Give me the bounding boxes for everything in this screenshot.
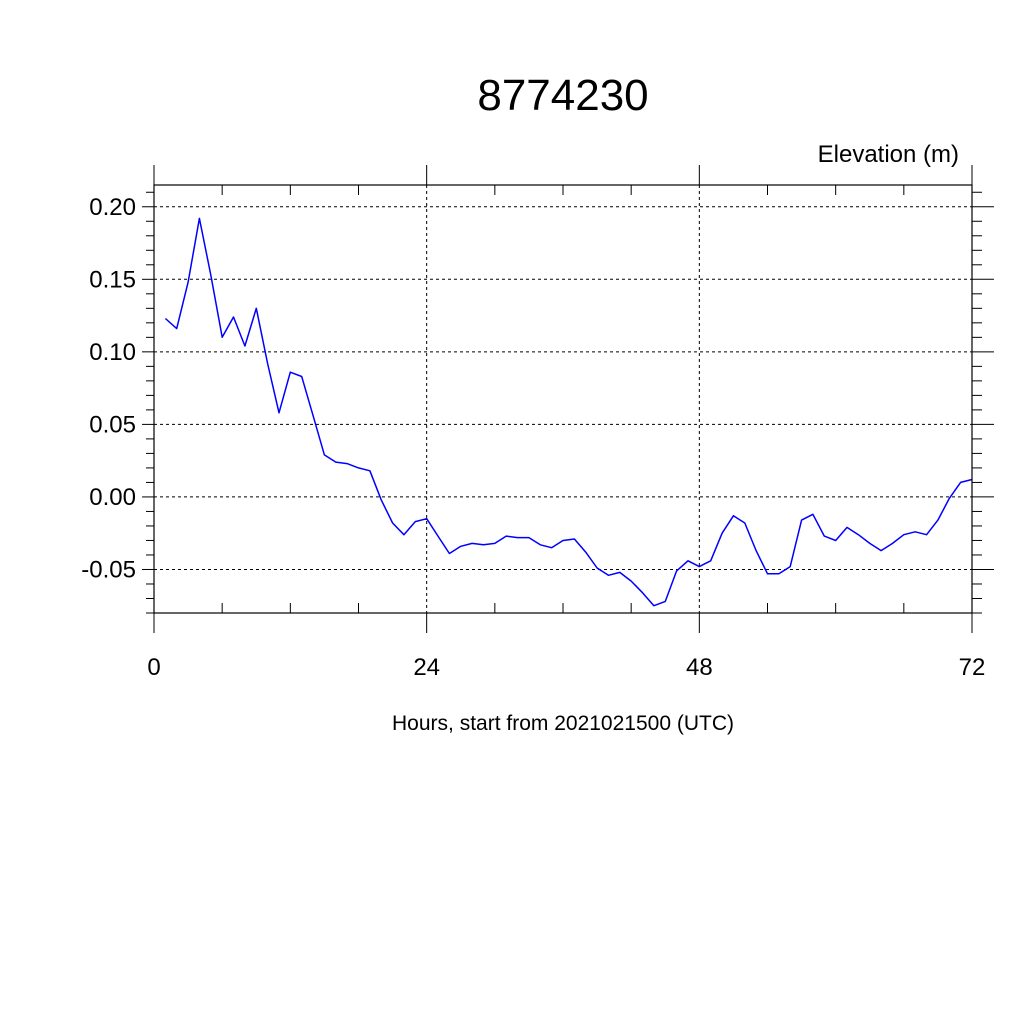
y-tick-label: 0.15: [89, 266, 136, 293]
y-axis-label: Elevation (m): [818, 141, 959, 168]
axis-ticks: [142, 165, 994, 633]
x-tick-label: 72: [959, 654, 986, 681]
x-tick-label: 48: [686, 654, 713, 681]
chart-title: 8774230: [477, 71, 648, 120]
y-tick-label: 0.05: [89, 411, 136, 438]
y-tick-label: 0.20: [89, 194, 136, 221]
y-tick-label: 0.00: [89, 484, 136, 511]
y-tick-label: 0.10: [89, 339, 136, 366]
plot-frame: [153, 184, 973, 614]
grid-lines: [154, 185, 972, 613]
x-tick-label: 0: [147, 654, 160, 681]
x-tick-label: 24: [413, 654, 440, 681]
tick-labels: 0.20 0.15 0.10 0.05 0.00 -0.05 0 24 48 72: [81, 194, 985, 681]
y-tick-label: -0.05: [81, 556, 136, 583]
elevation-series-line: [164, 217, 973, 607]
x-axis-label: Hours, start from 2021021500 (UTC): [392, 712, 734, 735]
series-group: [164, 217, 973, 607]
